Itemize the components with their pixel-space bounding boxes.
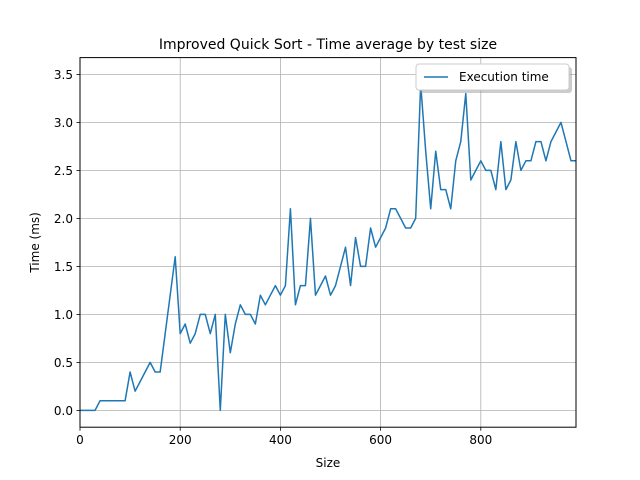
y-tick-label: 3.0 — [54, 116, 73, 130]
legend-box — [415, 63, 570, 91]
x-tick-label: 400 — [269, 433, 292, 447]
y-tick-label: 1.5 — [54, 260, 73, 274]
x-tick-label: 600 — [369, 433, 392, 447]
x-tick-label: 800 — [469, 433, 492, 447]
legend: Execution time — [415, 63, 572, 93]
series-layer — [80, 83, 576, 412]
y-tick-label: 0.5 — [54, 356, 73, 370]
x-axis-label: Size — [316, 456, 341, 470]
x-tick-label: 200 — [169, 433, 192, 447]
y-tick-label: 2.5 — [54, 164, 73, 178]
y-axis-label: Time (ms) — [28, 212, 42, 274]
series-line — [80, 83, 576, 412]
y-tick-label: 2.0 — [54, 212, 73, 226]
legend-label: Execution time — [459, 70, 549, 84]
y-tick-label: 1.0 — [54, 308, 73, 322]
y-tick-label: 0.0 — [54, 404, 73, 418]
ticks: 0 200 400 600 800 0.0 0.5 1.0 1.5 2.0 2.5 3.0 3.5 — [54, 68, 492, 447]
y-tick-label: 3.5 — [54, 68, 73, 82]
chart-title: Improved Quick Sort - Time average by te… — [159, 37, 497, 53]
axes-frame — [79, 57, 577, 428]
x-tick-label: 0 — [76, 433, 84, 447]
